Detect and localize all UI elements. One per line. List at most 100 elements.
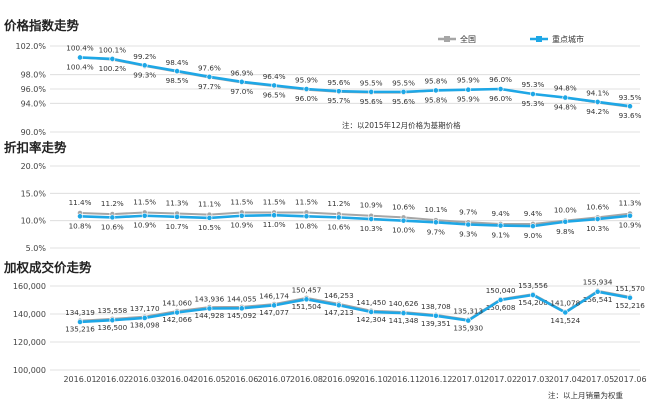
data-label-p0-key_cities-5: 97.0% xyxy=(230,87,253,96)
point-p2-key_cities-6 xyxy=(271,302,278,309)
data-label-p0-key_cities-6: 96.5% xyxy=(263,90,286,99)
point-p0-key_cities-0 xyxy=(77,54,83,61)
data-label-p0-national-16: 94.1% xyxy=(586,89,609,98)
data-label-p2-national-4: 144,928 xyxy=(195,311,225,320)
data-label-p0-key_cities-8: 95.7% xyxy=(327,96,350,105)
data-label-p0-national-14: 95.3% xyxy=(522,80,545,89)
point-p1-key_cities-4 xyxy=(206,215,213,221)
data-label-p1-key_cities-17: 10.9% xyxy=(619,221,642,230)
data-label-p1-key_cities-14: 9.0% xyxy=(524,231,542,240)
data-label-p1-national-14: 9.4% xyxy=(524,209,542,218)
data-label-p2-key_cities-10: 140,626 xyxy=(389,299,419,308)
point-p1-key_cities-5 xyxy=(238,212,245,219)
y-tick-label-p2-1: 140,000 xyxy=(13,310,46,319)
data-label-p0-national-11: 95.8% xyxy=(424,76,447,85)
y-tick-label-p1-1: 15.0% xyxy=(21,189,47,198)
point-p2-key_cities-2 xyxy=(141,315,148,321)
legend-national-label: 全国 xyxy=(460,34,476,44)
weighted-price-note: 注：以上月销量为权重 xyxy=(548,390,623,400)
data-label-p0-national-17: 93.5% xyxy=(619,93,642,102)
point-p1-key_cities-3 xyxy=(174,213,180,220)
data-label-p1-national-5: 11.5% xyxy=(230,197,253,206)
chart-title-discount-rate: 折扣率走势 xyxy=(4,140,67,155)
data-label-p0-key_cities-10: 95.6% xyxy=(392,97,415,106)
data-label-p0-national-0: 100.4% xyxy=(66,43,94,52)
legend-key-cities-label: 重点城市 xyxy=(552,34,584,44)
series-line-p0-national xyxy=(79,56,631,108)
data-label-p1-key_cities-7: 10.8% xyxy=(295,221,318,230)
point-p2-key_cities-0 xyxy=(77,319,83,325)
x-tick-label-0: 2016.01 xyxy=(63,375,96,384)
data-label-p0-national-13: 96.0% xyxy=(489,75,512,84)
data-label-p1-key_cities-1: 10.6% xyxy=(101,222,124,231)
point-p0-key_cities-14 xyxy=(530,91,536,97)
y-tick-label-p2-3: 100,000 xyxy=(13,366,46,375)
data-label-p2-key_cities-5: 144,055 xyxy=(227,294,257,303)
y-tick-label-p0-0: 102.0% xyxy=(15,42,46,51)
x-tick-label-5: 2016.06 xyxy=(225,375,258,384)
data-label-p0-key_cities-11: 95.8% xyxy=(424,95,447,104)
data-label-p1-national-10: 10.6% xyxy=(392,202,415,211)
point-p0-key_cities-10 xyxy=(400,88,407,95)
data-label-p1-national-11: 10.1% xyxy=(424,205,447,214)
point-p1-key_cities-14 xyxy=(530,223,536,230)
y-tick-label-p1-2: 10.0% xyxy=(21,217,47,226)
data-label-p1-key_cities-16: 10.3% xyxy=(586,224,609,233)
data-label-p1-national-9: 10.9% xyxy=(360,201,383,210)
point-p0-key_cities-15 xyxy=(562,94,569,101)
y-tick-label-p0-1: 98.0% xyxy=(21,71,47,80)
data-label-p2-national-9: 142,304 xyxy=(356,315,386,324)
point-p1-key_cities-1 xyxy=(109,214,116,221)
series-line-p1-key_cities xyxy=(79,213,631,228)
point-p2-key_cities-1 xyxy=(109,317,116,324)
data-label-p2-key_cities-13: 150,040 xyxy=(486,286,516,295)
point-p1-key_cities-11 xyxy=(432,219,439,226)
point-p2-key_cities-7 xyxy=(303,296,310,303)
data-label-p1-key_cities-2: 10.9% xyxy=(133,221,156,230)
data-label-p0-national-9: 95.5% xyxy=(360,79,383,88)
x-tick-label-17: 2017.06 xyxy=(613,375,646,384)
x-tick-label-4: 2016.05 xyxy=(193,375,226,384)
data-label-p2-key_cities-1: 135,558 xyxy=(97,306,127,315)
data-label-p2-national-0: 135,216 xyxy=(65,325,95,334)
data-label-p0-national-1: 100.1% xyxy=(99,46,127,55)
point-p2-key_cities-3 xyxy=(174,309,180,316)
point-p0-key_cities-3 xyxy=(174,68,180,74)
point-p0-key_cities-17 xyxy=(627,103,633,110)
y-tick-label-p1-3: 5.0% xyxy=(26,244,47,253)
point-p1-key_cities-9 xyxy=(368,216,375,222)
point-p0-key_cities-7 xyxy=(303,86,310,92)
point-p0-key_cities-8 xyxy=(335,88,342,95)
data-label-p0-national-15: 94.8% xyxy=(554,84,577,93)
point-p1-key_cities-8 xyxy=(335,214,342,221)
x-tick-label-16: 2017.05 xyxy=(581,375,614,384)
data-label-p2-key_cities-16: 155,934 xyxy=(583,278,613,287)
series-line-p1-national xyxy=(79,211,631,225)
data-label-p0-national-6: 96.4% xyxy=(263,72,286,81)
x-tick-label-15: 2017.04 xyxy=(549,375,582,384)
data-label-p1-national-7: 11.5% xyxy=(295,197,318,206)
point-p2-key_cities-11 xyxy=(432,312,439,319)
data-label-p1-key_cities-8: 10.6% xyxy=(327,222,350,231)
data-label-p0-national-8: 95.6% xyxy=(327,78,350,87)
data-label-p2-key_cities-17: 151,570 xyxy=(615,284,645,293)
data-label-p1-national-17: 11.3% xyxy=(619,199,642,208)
data-label-p1-key_cities-5: 10.9% xyxy=(230,221,253,230)
point-p0-key_cities-2 xyxy=(141,62,148,69)
legend: 全国 重点城市 xyxy=(438,34,584,44)
point-p0-key_cities-12 xyxy=(465,86,472,93)
data-label-p0-national-2: 99.2% xyxy=(133,52,156,61)
point-p1-key_cities-15 xyxy=(562,218,569,225)
data-label-p0-national-3: 98.4% xyxy=(166,58,189,67)
data-label-p0-national-5: 96.9% xyxy=(230,69,253,78)
point-p2-key_cities-9 xyxy=(368,309,375,315)
data-label-p0-key_cities-2: 99.3% xyxy=(133,70,156,79)
x-tick-label-9: 2016.10 xyxy=(355,375,388,384)
x-tick-label-6: 2016.07 xyxy=(258,375,291,384)
data-label-p1-national-0: 11.4% xyxy=(69,198,92,207)
data-label-p2-national-11: 139,351 xyxy=(421,319,451,328)
x-tick-label-2: 2016.03 xyxy=(128,375,161,384)
point-p2-key_cities-8 xyxy=(335,302,342,309)
data-label-p0-key_cities-4: 97.7% xyxy=(198,82,221,91)
data-label-p1-key_cities-11: 9.7% xyxy=(427,227,445,236)
